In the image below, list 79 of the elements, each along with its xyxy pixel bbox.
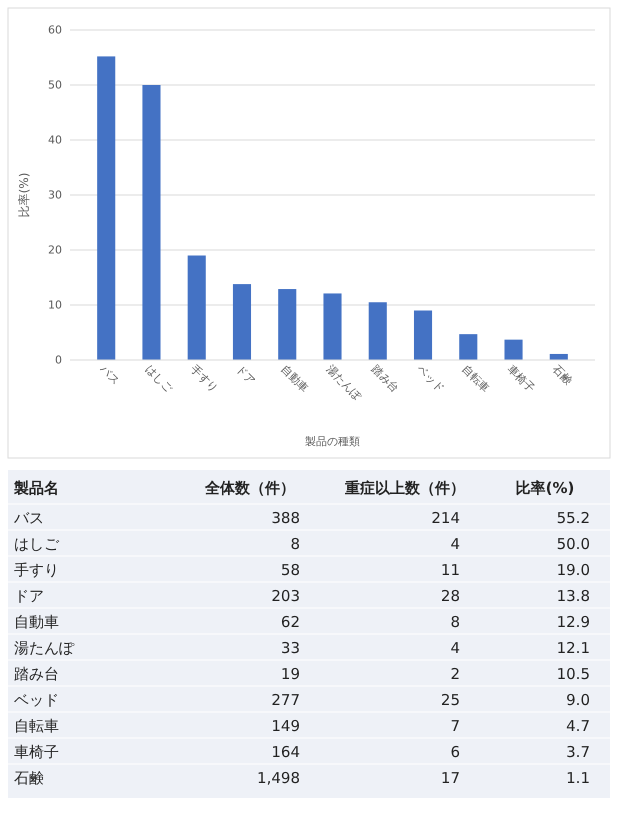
text: 重症以上数（件） — [344, 479, 465, 497]
bar — [504, 340, 523, 360]
x-tick-label: 自動車 — [278, 362, 312, 396]
data-label: 164 — [271, 743, 300, 761]
data-label: 214 — [431, 509, 460, 527]
bar — [414, 310, 432, 360]
data-label: 19 — [280, 665, 300, 683]
data-label: 17 — [440, 769, 460, 787]
text: 比率(%) — [516, 479, 574, 497]
data-label: 388 — [271, 509, 300, 527]
data-label: 25 — [440, 691, 460, 709]
x-tick-label: ベッド — [414, 362, 447, 396]
data-label: 7 — [450, 717, 460, 735]
category-label: 踏み台 — [14, 665, 59, 683]
data-label: 4.7 — [566, 717, 590, 735]
bar — [459, 334, 478, 360]
data-label: 28 — [440, 587, 460, 605]
data-label: 10.5 — [556, 665, 590, 683]
category-label: 自転車 — [14, 717, 59, 735]
x-tick-label: 湯たんぽ — [324, 362, 365, 404]
data-label: 4 — [450, 639, 460, 657]
y-axis-title: 比率(%) — [17, 172, 31, 218]
x-tick-label: ドア — [233, 362, 258, 388]
data-label: 33 — [280, 639, 300, 657]
bar — [278, 289, 296, 360]
category-label: バス — [13, 509, 44, 527]
x-tick-label: 踏み台 — [369, 362, 402, 396]
data-label: 11 — [440, 561, 460, 579]
data-label: 8 — [450, 613, 460, 631]
y-tick-label: 20 — [48, 244, 62, 257]
bar — [142, 85, 161, 360]
x-tick-label: 手すり — [188, 362, 221, 396]
category-label: 車椅子 — [14, 743, 59, 761]
bar — [97, 56, 116, 360]
category-label: 湯たんぽ — [14, 639, 75, 657]
data-label: 8 — [290, 535, 300, 553]
category-label: ベッド — [14, 691, 59, 709]
category-label: 石鹸 — [14, 769, 44, 787]
x-tick-label: 石鹸 — [550, 362, 575, 388]
x-axis-title: 製品の種類 — [305, 435, 360, 448]
bar — [550, 354, 568, 360]
y-tick-label: 30 — [48, 188, 62, 202]
category-label: はしご — [14, 535, 60, 553]
category-label: 手すり — [14, 561, 59, 579]
data-label: 1,498 — [257, 769, 300, 787]
bar — [188, 256, 206, 360]
data-label: 149 — [271, 717, 300, 735]
category-label: 自動車 — [14, 613, 59, 631]
x-tick-label: 車椅子 — [504, 362, 538, 396]
x-tick-label: はしご — [142, 362, 176, 396]
data-label: 2 — [450, 665, 460, 683]
y-tick-label: 60 — [48, 24, 62, 37]
y-tick-label: 0 — [55, 354, 62, 367]
bar — [323, 293, 342, 360]
data-label: 4 — [450, 535, 460, 553]
data-label: 19.0 — [556, 561, 590, 579]
data-label: 1.1 — [566, 769, 590, 787]
data-label: 55.2 — [556, 509, 590, 527]
bar — [232, 284, 252, 360]
y-tick-label: 10 — [48, 298, 62, 312]
data-label: 6 — [450, 743, 460, 761]
bar — [368, 302, 387, 360]
category-label: ドア — [14, 587, 44, 605]
data-label: 13.8 — [556, 587, 590, 605]
data-label: 3.7 — [566, 743, 590, 761]
data-label: 62 — [280, 613, 300, 631]
series-label: 全体数（件） — [204, 479, 295, 497]
text: 製品名 — [13, 479, 59, 497]
data-label: 12.1 — [556, 639, 590, 657]
x-tick-label: 自転車 — [460, 362, 492, 396]
data-label: 277 — [271, 691, 300, 709]
data-label: 58 — [280, 561, 300, 579]
data-label: 203 — [271, 587, 300, 605]
data-label: 9.0 — [566, 691, 590, 709]
y-tick-label: 40 — [48, 134, 62, 147]
x-tick-label: バス — [96, 362, 122, 388]
y-tick-label: 50 — [48, 78, 62, 92]
data-label: 50.0 — [556, 535, 590, 553]
data-label: 12.9 — [556, 613, 590, 631]
